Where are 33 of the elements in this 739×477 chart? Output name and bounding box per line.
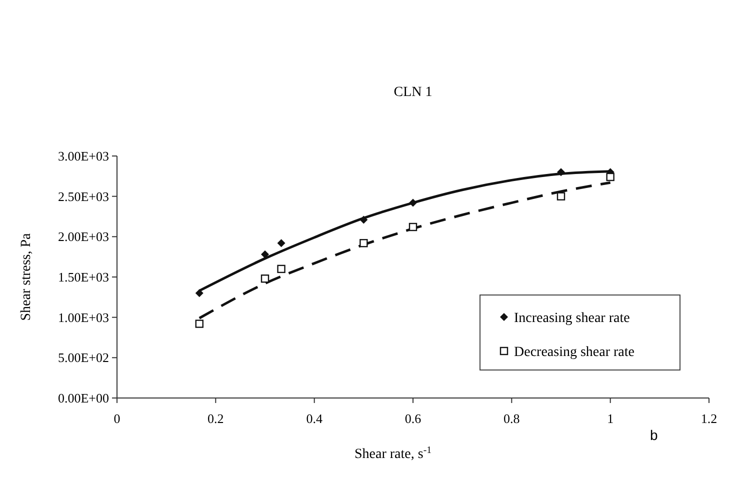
y-tick-label: 1.50E+03	[58, 270, 109, 285]
y-tick-label: 1.00E+03	[58, 310, 109, 325]
x-tick-label: 1.2	[700, 411, 718, 426]
legend-label: Decreasing shear rate	[514, 344, 634, 360]
point	[261, 250, 269, 258]
x-tick-label: 0.2	[208, 411, 224, 426]
x-axis-title: Shear rate, s$^{-1}$	[354, 444, 432, 462]
point	[195, 320, 204, 328]
text: b	[650, 427, 658, 443]
x-tick-label: 1	[607, 411, 614, 426]
y-tick-label: 5.00E+02	[58, 350, 109, 366]
chart-title: CLN 1	[394, 85, 432, 100]
point	[277, 239, 286, 248]
point	[556, 192, 566, 200]
point	[360, 216, 368, 224]
x-tick-label: 0.8	[504, 411, 520, 426]
point	[408, 222, 418, 232]
point	[260, 274, 270, 283]
x-tick-label: 0.4	[306, 411, 323, 426]
x-tick-label: 0.6	[404, 411, 422, 426]
x-tick-label: 0	[114, 411, 120, 426]
y-tick-label: 0.00E+00	[58, 390, 109, 406]
y-tick-label: 2.00E+03	[58, 229, 109, 244]
legend-label: Increasing shear rate	[514, 310, 630, 326]
point	[606, 172, 614, 182]
point	[557, 168, 565, 176]
y-tick-label: 3.00E+03	[58, 148, 109, 164]
point	[277, 264, 286, 274]
y-axis-title: Shear stress, Pa	[19, 232, 34, 321]
point	[409, 198, 417, 207]
point	[360, 239, 368, 248]
point	[195, 289, 204, 298]
y-tick-label: 2.50E+03	[58, 188, 109, 204]
